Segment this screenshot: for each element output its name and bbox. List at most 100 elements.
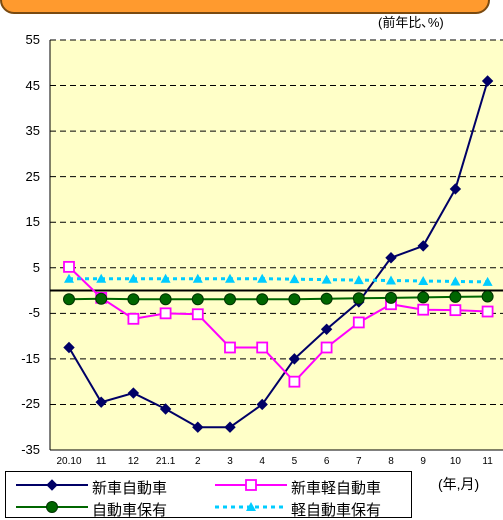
legend-item-series-0: 新車自動車	[14, 475, 204, 497]
plot-area	[50, 40, 503, 450]
data-point-s2-5	[224, 293, 236, 306]
unit-label: (前年比､%)	[378, 15, 444, 30]
x-tick-label: 11	[482, 456, 493, 467]
data-point-s1-12	[449, 304, 462, 317]
data-point-s2-2	[127, 293, 140, 306]
legend-swatch-0	[16, 479, 88, 491]
legend-marker-1	[245, 479, 257, 491]
data-point-s2-7	[288, 293, 301, 306]
data-point-s1-7	[288, 375, 301, 388]
legend: 新車自動車 新車軽自動車 自動車保有 軽自動車保有	[5, 471, 412, 519]
data-point-s2-3	[159, 293, 172, 306]
data-point-s0-2	[127, 387, 140, 399]
data-point-s2-6	[256, 293, 269, 306]
legend-marker-0	[46, 479, 58, 491]
y-tick-label: -5	[28, 305, 40, 321]
x-tick-label: 10	[449, 456, 461, 467]
data-point-s3-0	[64, 273, 74, 283]
legend-label-0: 新車自動車	[92, 480, 168, 497]
x-tick-label: 7	[356, 456, 362, 467]
data-point-s0-6	[256, 398, 268, 411]
data-point-s1-5	[224, 341, 236, 354]
data-point-s3-3	[160, 273, 171, 283]
data-point-s1-4	[191, 308, 204, 321]
legend-label-3: 軽自動車保有	[291, 502, 382, 519]
legend-swatch-1	[215, 479, 287, 491]
data-point-s2-0	[63, 293, 75, 306]
series-line-3	[69, 277, 488, 284]
data-point-s2-4	[191, 293, 204, 306]
data-point-s1-6	[256, 341, 269, 354]
line-chart	[49, 39, 503, 451]
data-point-s1-9	[352, 316, 365, 329]
data-point-s3-4	[192, 273, 203, 283]
legend-marker-3	[246, 502, 256, 511]
data-point-s3-7	[289, 274, 300, 284]
y-tick-label: 35	[25, 123, 40, 139]
data-point-s3-2	[128, 273, 139, 283]
data-point-s0-8	[320, 323, 333, 335]
x-tick-label: 4	[259, 456, 265, 467]
y-tick-label: 55	[25, 32, 40, 47]
data-point-s1-8	[320, 341, 333, 354]
data-point-s3-1	[96, 273, 107, 283]
x-tick-label: 12	[127, 456, 139, 467]
data-point-s0-12	[449, 183, 462, 195]
data-point-s2-9	[352, 292, 365, 305]
x-axis-unit: (年,月)	[438, 476, 480, 492]
data-point-s0-7	[288, 353, 301, 365]
data-point-s0-10	[385, 252, 397, 264]
y-tick-label: 15	[25, 214, 40, 230]
data-point-s3-13	[482, 276, 493, 286]
x-tick-label: 5	[291, 456, 298, 467]
legend-item-series-2: 自動車保有	[14, 497, 204, 519]
x-tick-label: 8	[388, 456, 394, 467]
data-point-s0-3	[159, 403, 172, 415]
data-point-s3-11	[418, 275, 429, 285]
data-point-s0-0	[63, 341, 75, 354]
data-point-s3-8	[321, 274, 332, 284]
x-tick-label: 2	[195, 456, 201, 467]
y-tick-label: -35	[21, 442, 40, 457]
data-point-s2-12	[449, 290, 462, 303]
legend-item-series-1: 新車軽自動車	[213, 475, 408, 497]
data-point-s3-12	[450, 276, 461, 286]
data-point-s0-5	[224, 421, 236, 433]
series-line-0	[68, 80, 489, 429]
legend-swatch-2	[16, 501, 88, 513]
data-point-s2-10	[385, 291, 397, 304]
data-point-s0-1	[95, 396, 107, 408]
legend-marker-2	[46, 501, 58, 513]
legend-label-1: 新車軽自動車	[291, 480, 382, 497]
data-point-s1-2	[127, 312, 140, 325]
data-point-s0-11	[417, 240, 429, 252]
data-point-s2-11	[417, 291, 430, 304]
data-point-s1-3	[159, 307, 172, 320]
legend-item-series-3: 軽自動車保有	[213, 497, 408, 519]
data-point-s3-10	[386, 275, 396, 285]
legend-swatch-3	[215, 502, 287, 511]
data-point-s2-1	[95, 292, 108, 305]
data-point-s0-13	[481, 75, 494, 87]
data-point-s1-0	[63, 260, 75, 273]
data-point-s2-13	[481, 290, 494, 303]
x-tick-label: 3	[227, 456, 233, 467]
data-point-s1-11	[417, 303, 430, 316]
y-tick-label: -15	[21, 350, 40, 366]
x-tick-label: 21.1	[155, 456, 176, 467]
data-point-s3-6	[257, 273, 268, 283]
y-tick-label: 25	[25, 168, 40, 184]
data-point-s3-5	[225, 273, 235, 283]
legend-label-2: 自動車保有	[92, 502, 168, 519]
y-tick-label: 45	[25, 77, 40, 93]
x-tick-label: 9	[420, 456, 426, 467]
y-tick-label: -25	[21, 396, 40, 412]
data-point-s1-13	[481, 305, 494, 318]
y-tick-label: 5	[32, 259, 40, 275]
data-point-s0-4	[192, 421, 204, 433]
data-point-s2-8	[320, 292, 333, 305]
x-tick-label: 20.10	[56, 456, 82, 467]
data-point-s3-9	[353, 275, 364, 285]
x-tick-label: 11	[95, 456, 107, 467]
x-tick-label: 6	[323, 456, 330, 467]
